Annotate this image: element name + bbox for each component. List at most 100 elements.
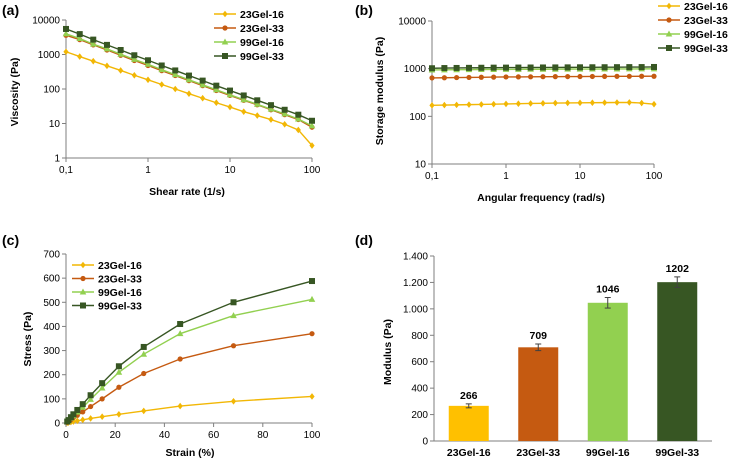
panel-label-c: (c) [2,232,19,248]
data-point [99,380,106,387]
data-point [241,108,247,115]
x-tick-label: 20 [110,430,122,441]
legend-marker [80,261,86,269]
y-tick-label: 1000 [38,50,61,61]
data-point [441,101,447,109]
data-point [140,343,147,350]
data-point [90,36,97,43]
data-point [90,57,96,65]
data-point [103,45,111,52]
data-point [503,74,509,80]
data-point [80,416,86,424]
data-point [227,87,233,94]
legend: 23Gel-16 23Gel-33 99Gel-16 99Gel-33 [214,9,284,63]
data-point [601,64,608,71]
data-point [441,75,447,81]
panel-label-a: (a) [2,2,19,18]
legend-marker [666,2,672,10]
legend-entry: 23Gel-33 [684,15,728,27]
x-tick-label: 100 [304,430,321,441]
x-axis-label-b: Angular frequency (rad/s) [477,192,605,204]
data-point [626,73,632,79]
x-tick-label: 1 [145,165,151,176]
data-point [552,64,559,71]
x-tick-label: 10 [224,165,236,176]
data-point [515,74,521,80]
data-point [70,411,77,418]
data-point [230,397,237,405]
legend-marker [222,10,228,18]
data-point [172,85,178,93]
legend-marker [79,288,87,295]
data-point [429,75,435,81]
data-point [62,30,70,37]
data-point [103,41,110,48]
legend-marker [665,30,673,37]
data-point [651,100,657,108]
data-point [171,71,179,78]
data-point [589,73,595,80]
panel-a: (a) Shear rate (1/s) Viscosity (Pa) 0,1 1… [2,2,321,198]
y-tick-label: 1.200 [403,278,428,289]
data-point [491,100,497,108]
x-tick-label: 23Gel-16 [447,447,491,459]
x-axis-label-a: Shear rate (1/s) [149,186,225,198]
plot-area-c: 0 20 40 60 80 100 0 100 200 300 400 500 600 700 23Gel-… [43,250,320,442]
data-point [213,99,219,107]
legend-marker [222,25,228,31]
y-tick-label: 700 [43,250,60,261]
legend-marker [221,38,229,45]
data-point [639,73,645,79]
legend-entry: 99Gel-33 [98,301,142,313]
legend: 23Gel-16 23Gel-33 99Gel-16 99Gel-33 [658,1,728,55]
legend-entry: 23Gel-16 [240,9,284,21]
legend-entry: 99Gel-16 [240,37,284,49]
data-point [213,86,220,93]
data-point [88,403,94,410]
data-point [254,97,261,104]
data-point [602,99,608,106]
legend-entry: 99Gel-33 [684,43,728,55]
data-point [577,99,583,107]
x-tick-label: 100 [646,171,663,182]
data-point [104,62,110,70]
y-axis-label-a: Viscosity (Pa) [9,58,21,127]
y-tick-label: 400 [411,384,428,395]
bar-value-label: 266 [460,390,478,402]
data-point [309,278,315,285]
series-23Gel-33 [64,331,315,425]
panel-label-b: (b) [355,2,373,18]
data-point [144,60,152,67]
series-99Gel-33 [429,63,657,72]
data-point [565,73,571,80]
x-tick-label: 40 [159,430,171,441]
bar-value-label: 1046 [596,283,620,295]
data-point [626,99,632,106]
data-point [230,299,237,306]
data-point [267,105,275,112]
data-point [295,126,301,134]
data-point [552,99,558,107]
data-point [267,102,274,109]
y-tick-label: 10000 [32,16,60,27]
x-tick-label: 1 [503,171,509,182]
data-point [308,122,316,129]
data-point [441,65,448,72]
data-point [76,35,84,42]
data-point [176,330,184,337]
y-axis-label-c: Stress (Pa) [22,312,34,367]
data-point [76,31,83,38]
y-axis-label-d: Modulus (Pa) [382,319,394,385]
data-point [651,73,657,79]
x-tick-label: 0,1 [59,165,73,176]
data-point [240,96,248,103]
data-point [478,101,484,108]
data-point [116,411,122,418]
y-tick-label: 200 [411,410,428,421]
data-point [158,62,165,69]
data-point [478,64,485,71]
data-point [80,409,86,415]
data-point [309,117,315,124]
x-tick-label: 0 [63,430,69,441]
legend-entry: 23Gel-16 [98,260,142,272]
